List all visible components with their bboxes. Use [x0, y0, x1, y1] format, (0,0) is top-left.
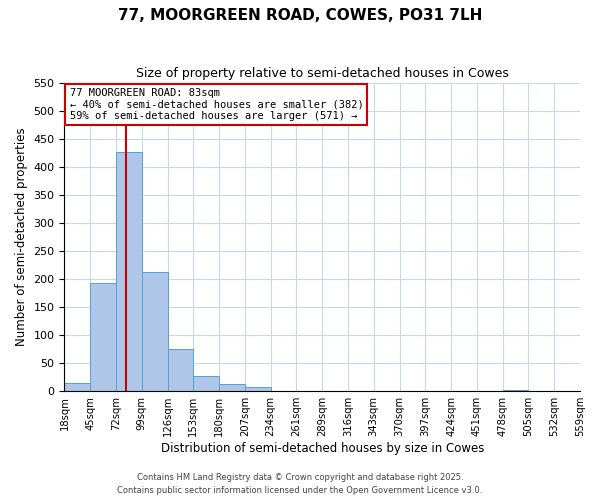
Bar: [503, 390, 529, 391]
Bar: [167, 348, 193, 391]
Text: 77, MOORGREEN ROAD, COWES, PO31 7LH: 77, MOORGREEN ROAD, COWES, PO31 7LH: [118, 8, 482, 22]
Y-axis label: Number of semi-detached properties: Number of semi-detached properties: [15, 128, 28, 346]
Bar: [142, 272, 167, 391]
X-axis label: Distribution of semi-detached houses by size in Cowes: Distribution of semi-detached houses by …: [161, 442, 484, 455]
Text: Contains HM Land Registry data © Crown copyright and database right 2025.
Contai: Contains HM Land Registry data © Crown c…: [118, 474, 482, 495]
Bar: [193, 376, 219, 391]
Bar: [90, 283, 116, 391]
Bar: [245, 386, 271, 391]
Bar: [116, 152, 142, 391]
Bar: [219, 384, 245, 391]
Bar: [64, 383, 90, 391]
Text: 77 MOORGREEN ROAD: 83sqm
← 40% of semi-detached houses are smaller (382)
59% of : 77 MOORGREEN ROAD: 83sqm ← 40% of semi-d…: [70, 88, 364, 121]
Title: Size of property relative to semi-detached houses in Cowes: Size of property relative to semi-detach…: [136, 68, 509, 80]
